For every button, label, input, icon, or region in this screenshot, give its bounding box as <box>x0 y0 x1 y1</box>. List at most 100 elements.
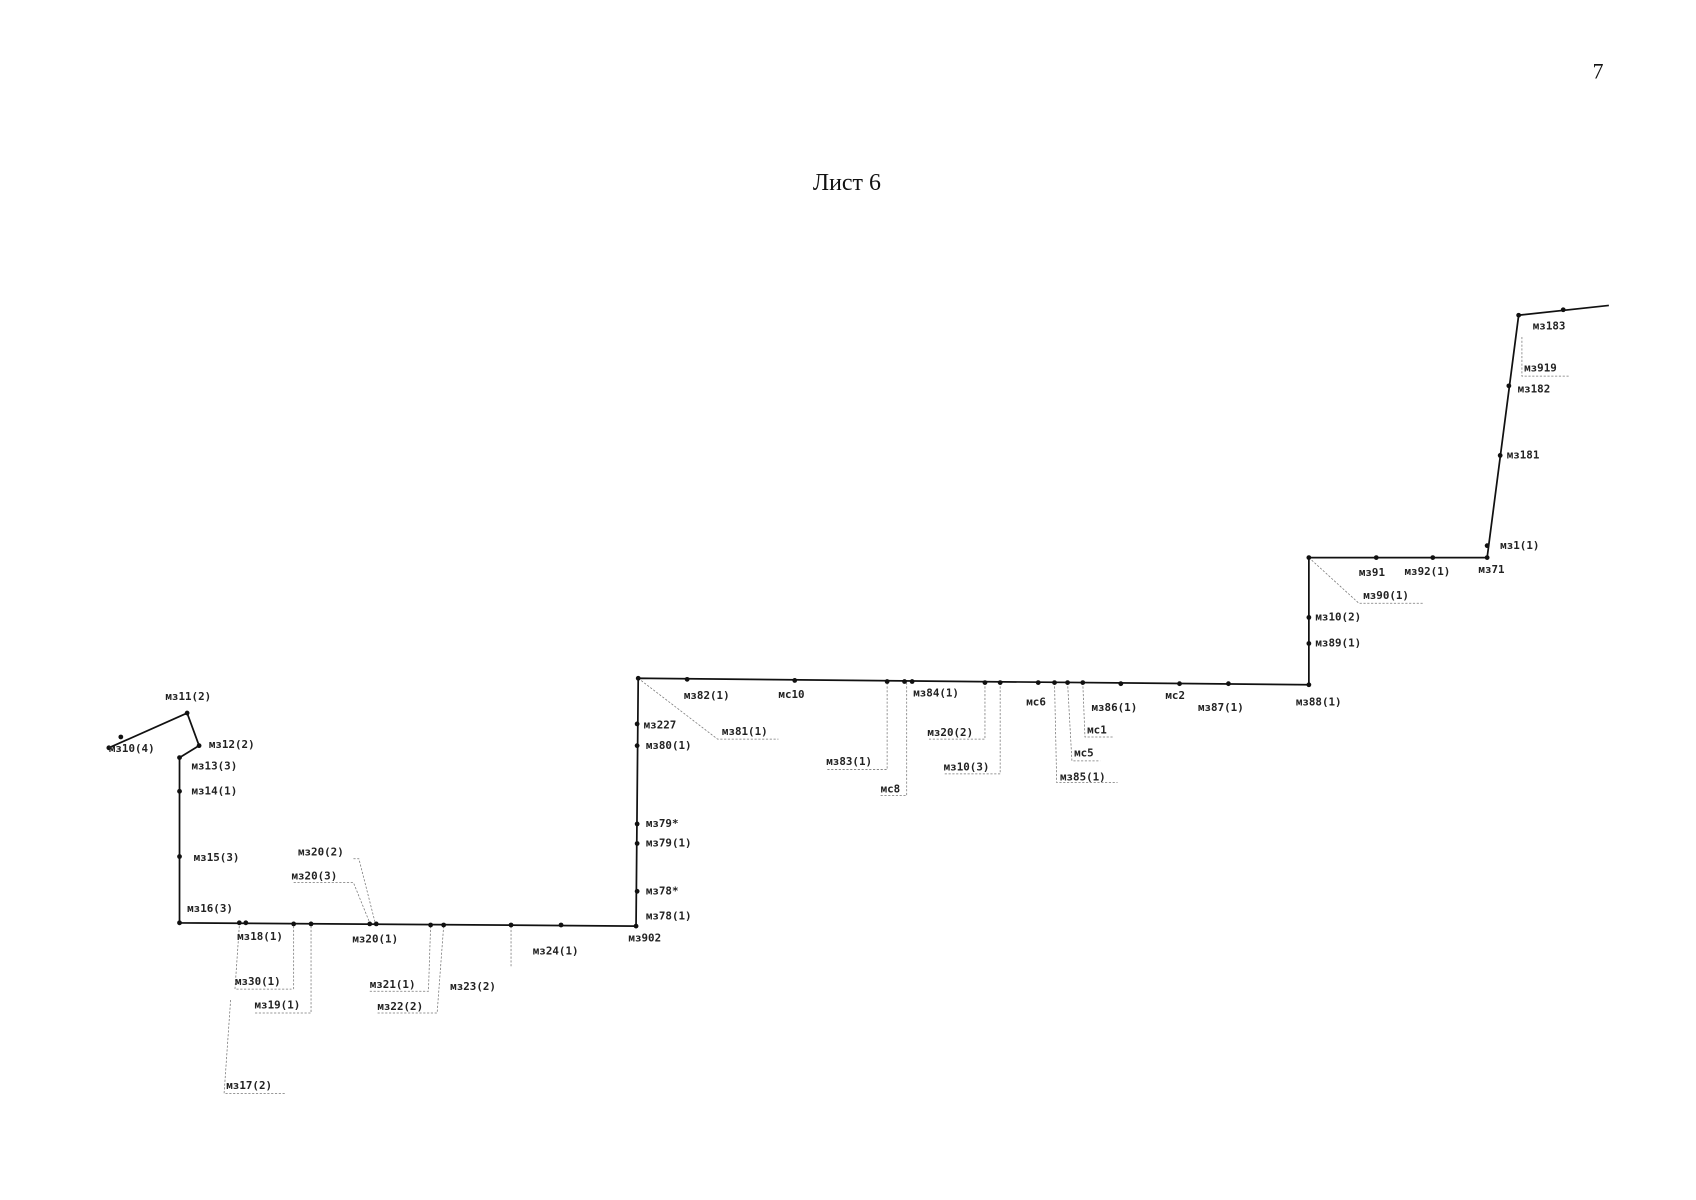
vertex <box>308 921 314 927</box>
boundary-line <box>108 304 1609 927</box>
point-label: мс8 <box>881 782 901 795</box>
vertex <box>177 755 182 760</box>
point-label: мз22(2) <box>377 1000 423 1013</box>
vertex <box>1516 312 1522 318</box>
vertex <box>373 921 379 927</box>
vertex <box>428 922 433 928</box>
vertex <box>177 854 182 859</box>
vertex <box>106 745 112 751</box>
point-label: мз88(1) <box>1296 695 1342 708</box>
vertex <box>634 841 640 846</box>
point-label: мз13(3) <box>191 760 237 773</box>
vertex <box>634 821 640 827</box>
point-label: мз24(1) <box>533 944 579 957</box>
point-label: мз20(1) <box>352 932 398 945</box>
page-number: 7 <box>1593 59 1604 83</box>
point-label: мз79(1) <box>646 837 692 850</box>
point-label: мз18(1) <box>237 930 283 943</box>
vertex <box>177 920 182 926</box>
point-label: мз20(2) <box>298 845 344 858</box>
point-label: мз19(1) <box>255 999 301 1012</box>
point-label: мз16(3) <box>187 902 233 915</box>
point-label: мз15(3) <box>194 851 240 864</box>
vertex <box>1306 641 1312 646</box>
vertex <box>177 788 182 794</box>
point-label: мз20(3) <box>291 869 337 882</box>
sheet-title: Лист 6 <box>813 170 881 196</box>
point-label: мз1(1) <box>1500 539 1539 552</box>
vertex <box>1177 681 1182 687</box>
vertex <box>236 920 242 926</box>
point-label: мз227 <box>644 718 677 731</box>
vertex <box>1497 453 1503 458</box>
vertex <box>508 922 514 928</box>
vertex <box>1506 383 1512 389</box>
vertex <box>909 679 915 684</box>
vertex <box>184 710 190 716</box>
point-label: мз14(1) <box>191 785 237 798</box>
point-label: мз10(4) <box>109 742 155 755</box>
vertex <box>634 721 640 727</box>
vertex <box>1306 555 1312 560</box>
vertex <box>558 922 564 928</box>
point-label: мз17(2) <box>226 1079 272 1092</box>
vertices <box>106 307 1566 929</box>
vertex <box>367 921 373 927</box>
point-label: мз182 <box>1518 382 1551 395</box>
point-label: мз78* <box>646 885 679 898</box>
point-label: мз78(1) <box>646 910 692 923</box>
point-label: мз11(2) <box>165 690 211 703</box>
point-label: мз183 <box>1533 319 1566 332</box>
vertex <box>441 922 447 928</box>
vertex <box>634 743 640 749</box>
vertex <box>243 920 249 926</box>
vertex <box>884 679 890 684</box>
point-label: мз10(2) <box>1315 611 1361 624</box>
vertex <box>1226 681 1231 687</box>
point-label: мз23(2) <box>450 980 496 993</box>
point-label: мз82(1) <box>684 689 730 702</box>
point-label: мз10(3) <box>944 761 990 774</box>
leader-lines <box>223 336 1570 1094</box>
vertex <box>1430 555 1436 560</box>
vertex <box>633 923 639 929</box>
point-label: мс5 <box>1074 747 1094 760</box>
point-label: мз71 <box>1478 563 1505 576</box>
point-label: мз80(1) <box>646 739 692 752</box>
vertex <box>1560 307 1566 313</box>
vertex <box>1484 543 1490 549</box>
point-label: мз79* <box>646 817 679 830</box>
vertex <box>1306 615 1312 620</box>
vertex <box>1052 680 1057 685</box>
vertex <box>1306 682 1312 688</box>
point-label: мз181 <box>1507 449 1540 462</box>
point-label: мз86(1) <box>1091 701 1137 714</box>
vertex <box>1080 680 1086 685</box>
vertex <box>1065 680 1070 685</box>
vertex <box>196 743 202 749</box>
vertex <box>902 679 907 684</box>
point-label: мз30(1) <box>235 975 281 988</box>
point-label: мз919 <box>1524 362 1557 375</box>
vertex <box>1035 680 1041 685</box>
vertex <box>635 675 641 681</box>
point-label: мз91 <box>1359 566 1386 579</box>
point-label: мз21(1) <box>370 978 416 991</box>
point-label: мз90(1) <box>1363 589 1409 602</box>
vertex <box>118 734 124 740</box>
point-label: мс10 <box>778 688 804 701</box>
vertex <box>982 680 988 685</box>
vertex <box>291 921 297 927</box>
vertex <box>1373 555 1379 560</box>
point-label: мз12(2) <box>209 738 255 751</box>
point-label: мз83(1) <box>826 755 872 768</box>
point-label: мс1 <box>1087 724 1107 737</box>
point-label: мз87(1) <box>1198 701 1244 714</box>
point-label: мс6 <box>1026 695 1046 708</box>
vertex <box>1484 555 1490 560</box>
point-label: мз85(1) <box>1060 770 1106 783</box>
vertex <box>634 888 640 894</box>
point-label: мз89(1) <box>1315 637 1361 650</box>
point-labels: мз183 мз919 мз182 мз181 мз1(1) мз71 мз91 мз92(1… <box>109 319 1566 1092</box>
